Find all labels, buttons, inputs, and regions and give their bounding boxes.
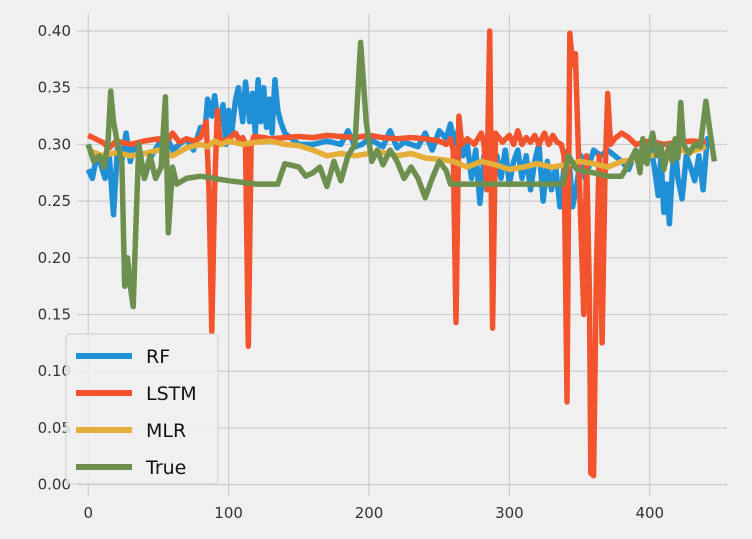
legend-label-mlr: MLR [146, 420, 186, 442]
y-tick-label: 0.30 [38, 135, 71, 153]
y-tick-label: 0.00 [38, 476, 71, 494]
x-tick-label: 400 [635, 504, 664, 522]
x-tick-label: 100 [214, 504, 243, 522]
x-tick-label: 300 [495, 504, 524, 522]
y-tick-label: 0.10 [38, 362, 71, 380]
y-tick-label: 0.05 [38, 419, 71, 437]
y-tick-label: 0.25 [38, 192, 71, 210]
series-line-mlr [87, 138, 707, 173]
series-line-true [85, 39, 718, 310]
y-tick-label: 0.35 [38, 79, 71, 97]
x-tick-label: 200 [355, 504, 384, 522]
legend-label-true: True [145, 457, 186, 479]
y-tick-label: 0.20 [38, 249, 71, 267]
legend-label-lstm: LSTM [146, 383, 197, 405]
series-line-lstm [87, 28, 707, 479]
y-tick-label: 0.40 [38, 22, 71, 40]
y-tick-label: 0.15 [38, 306, 71, 324]
legend-label-rf: RF [146, 346, 170, 368]
series-lines [85, 28, 718, 479]
legend: RF LSTM MLR True [65, 333, 219, 485]
x-tick-label: 0 [83, 504, 93, 522]
tick-labels: 0 100 200 300 400 0.00 0.05 0.10 0.15 0.20 0.25 0.3… [38, 22, 665, 522]
legend-box [65, 333, 219, 485]
